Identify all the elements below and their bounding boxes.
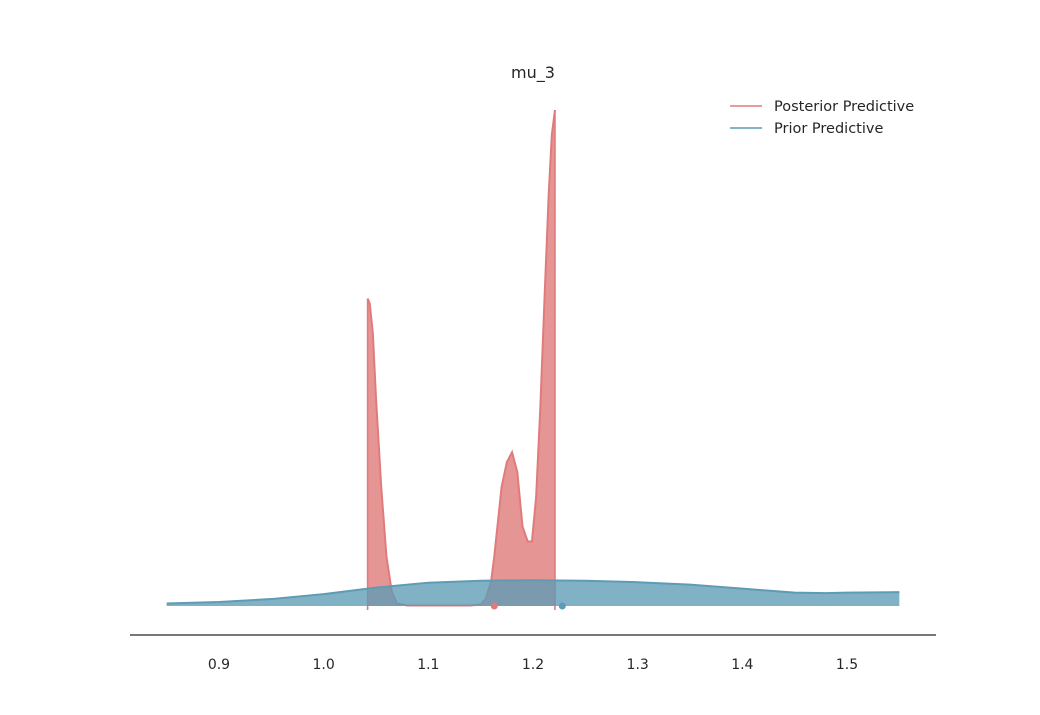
x-tick-label: 1.2	[522, 657, 544, 673]
density-line-posterior	[366, 109, 556, 607]
legend-label-prior: Prior Predictive	[774, 121, 883, 137]
x-tick-label: 1.4	[731, 657, 753, 673]
legend-label-posterior: Posterior Predictive	[774, 99, 914, 115]
density-line-prior	[166, 579, 900, 605]
x-tick-label: 1.1	[417, 657, 439, 673]
x-axis-ticks: 0.9 1.0 1.1 1.2 1.3 1.4 1.5	[208, 657, 858, 673]
x-tick-label: 1.3	[627, 657, 649, 673]
x-tick-label: 0.9	[208, 657, 230, 673]
plot-area	[166, 109, 900, 610]
point-estimate-prior	[558, 602, 566, 610]
x-tick-label: 1.5	[836, 657, 858, 673]
point-estimate-posterior	[490, 602, 498, 610]
x-tick-label: 1.0	[313, 657, 335, 673]
legend: Posterior Predictive Prior Predictive	[730, 99, 914, 137]
density-area-posterior	[367, 110, 555, 606]
chart-title: mu_3	[511, 63, 555, 83]
